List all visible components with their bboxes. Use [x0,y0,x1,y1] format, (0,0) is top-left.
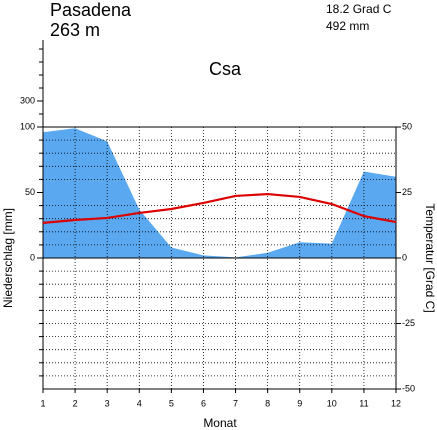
x-tick-label: 11 [359,398,368,408]
x-tick-label: 10 [327,398,337,408]
x-tick-label: 2 [73,398,78,408]
y2-axis-label: Temperatur [Grad C] [423,203,437,312]
annotation: 492 mm [326,19,369,33]
x-tick-label: 7 [233,398,238,408]
y2-tick-label: 50 [402,121,412,131]
x-tick-label: 12 [391,398,401,408]
chart-title: Pasadena [50,0,132,20]
precipitation-area [43,128,396,258]
annotation: 18.2 Grad C [326,2,392,16]
y-tick-label: 100 [20,121,35,131]
chart-subtitle: 263 m [50,20,100,40]
y-axis-label: Niederschlag [mm] [1,208,15,308]
temperature-line [42,192,397,224]
y-tick-label: 0 [30,252,35,262]
y2-tick-label: -50 [402,383,415,393]
y-tick-label: 50 [25,187,35,197]
x-tick-label: 6 [201,398,206,408]
x-tick-label: 5 [169,398,174,408]
x-tick-label: 4 [137,398,142,408]
y2-tick-label: 25 [402,187,412,197]
x-tick-label: 1 [40,398,45,408]
y2-tick-label: -25 [402,318,415,328]
y2-tick-label: 0 [402,252,407,262]
x-tick-label: 3 [105,398,110,408]
x-tick-label: 9 [297,398,302,408]
annotation: Csa [209,59,242,79]
y-tick-label: 300 [20,95,35,105]
x-tick-label: 8 [265,398,270,408]
x-axis-label: Monat [203,416,237,430]
